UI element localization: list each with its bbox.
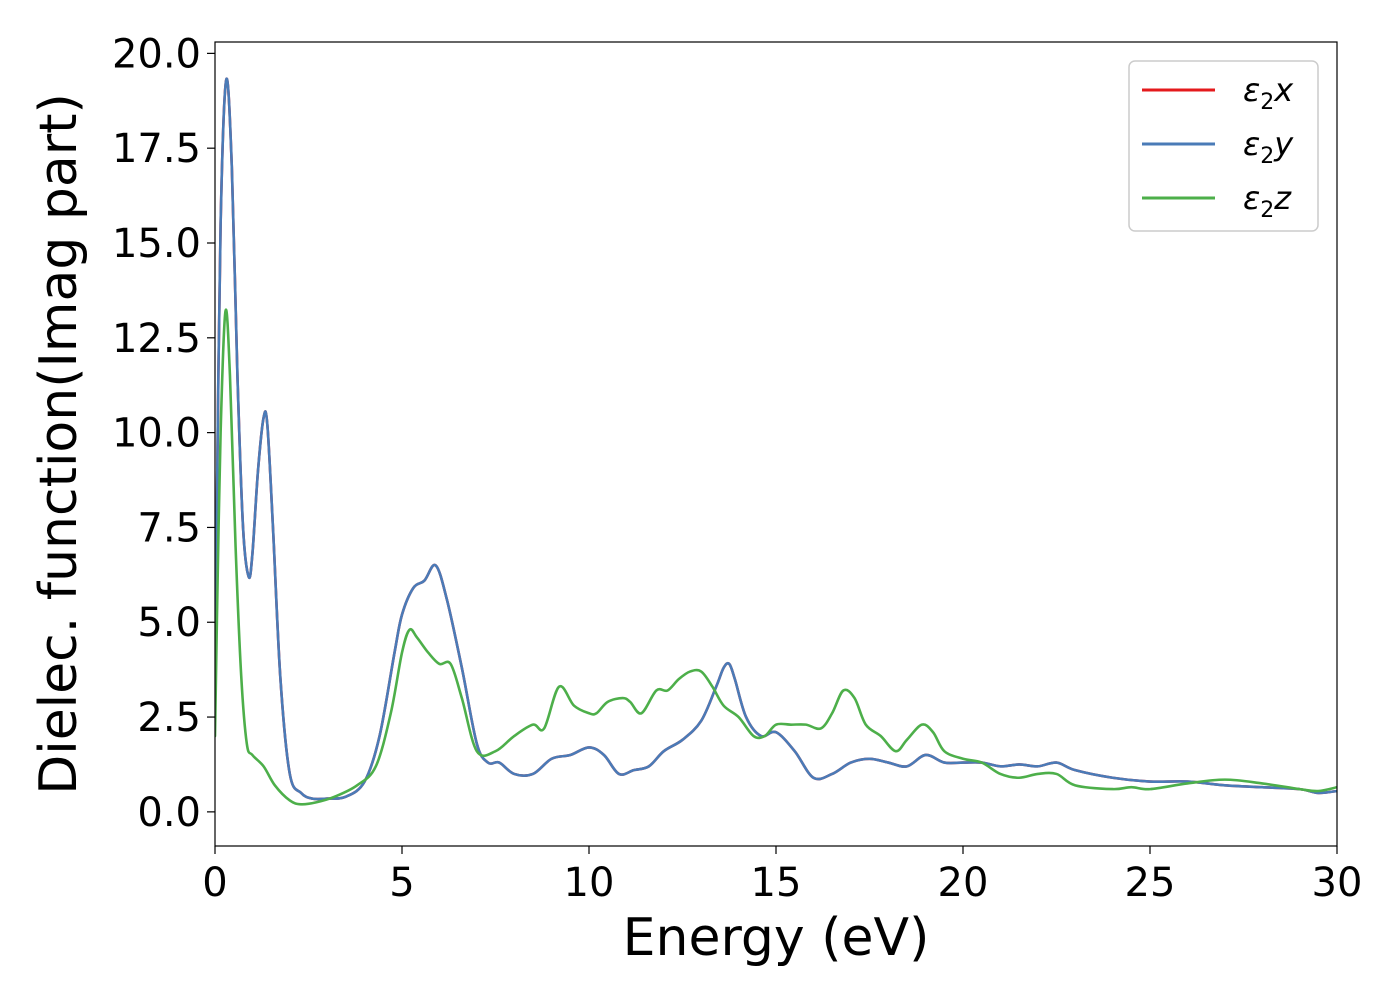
legend-axis-letter: x <box>1273 71 1294 109</box>
legend-entry-y: ε2y <box>1243 125 1294 169</box>
y-tick-label: 15.0 <box>112 221 201 267</box>
legend-axis-letter: y <box>1273 125 1294 163</box>
y-tick-label: 7.5 <box>137 505 201 551</box>
series-layer <box>215 77 1337 806</box>
x-axis-title: Energy (eV) <box>623 908 930 968</box>
legend-axis-letter: z <box>1273 179 1292 217</box>
x-tick-label: 5 <box>389 860 414 906</box>
y-tick-label: 0.0 <box>137 790 201 836</box>
y-tick-label: 5.0 <box>137 600 201 646</box>
y-tick-label: 20.0 <box>112 31 201 77</box>
legend-subscript: 2 <box>1260 90 1274 115</box>
x-tick-label: 30 <box>1312 860 1363 906</box>
y-tick-label: 2.5 <box>137 695 201 741</box>
legend-entry-z: ε2z <box>1243 179 1292 223</box>
legend-symbol: ε <box>1243 125 1260 163</box>
y-axis: 0.0 2.5 5.0 7.5 10.0 12.5 15.0 17.5 20.0 <box>112 31 215 836</box>
x-tick-label: 25 <box>1125 860 1176 906</box>
y-tick-label: 17.5 <box>112 126 201 172</box>
legend-symbol: ε <box>1243 179 1260 217</box>
legend-subscript: 2 <box>1260 144 1274 169</box>
legend-entry-x: ε2x <box>1243 71 1294 115</box>
x-axis: 0 5 10 15 20 25 30 <box>202 846 1362 906</box>
x-tick-label: 0 <box>202 860 227 906</box>
x-tick-label: 15 <box>751 860 802 906</box>
legend-box <box>1128 60 1319 232</box>
y-tick-label: 10.0 <box>112 411 201 457</box>
x-tick-label: 20 <box>938 860 989 906</box>
x-tick-label: 10 <box>564 860 615 906</box>
y-axis-title: Dielec. function(Imag part) <box>29 93 89 795</box>
legend-symbol: ε <box>1243 71 1260 109</box>
legend-subscript: 2 <box>1260 198 1274 223</box>
series-line-z <box>215 308 1337 806</box>
y-tick-label: 12.5 <box>112 316 201 362</box>
